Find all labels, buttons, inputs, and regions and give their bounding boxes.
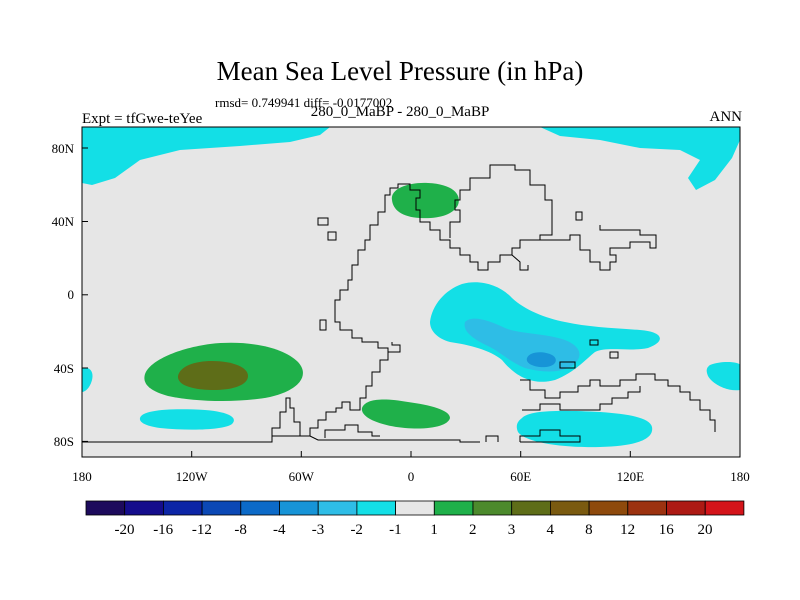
x-tick-label: 0 [408, 469, 415, 484]
colorbar-label: 20 [698, 522, 713, 538]
colorbar-labels: -20 -16 -12 -8 -4 -3 -2 -1 1 2 3 4 8 12 … [115, 522, 713, 538]
indian-ocean-low-outer [430, 282, 660, 382]
x-tick-label: 60W [289, 469, 315, 484]
colorbar-label: -16 [153, 522, 173, 538]
north-polar-low-east [540, 127, 740, 190]
colorbar-label: 16 [659, 522, 675, 538]
colorbar-swatch [472, 500, 513, 516]
colorbar-swatch [162, 500, 203, 516]
case-label: 280_0_MaBP - 280_0_MaBP [310, 104, 490, 120]
colorbar-swatch [356, 500, 396, 516]
colorbar-label: -4 [273, 522, 286, 538]
colorbar-label: 1 [430, 522, 438, 538]
x-tick-marks [81, 451, 741, 457]
colorbar-label: 3 [508, 522, 516, 538]
map-title: Mean Sea Level Pressure (in hPa) [216, 56, 584, 86]
south-pacific-high-mid [177, 361, 248, 390]
x-tick-label: 120W [176, 469, 209, 484]
southern-ocean-low-dateline [82, 367, 93, 392]
coastline-africa-southeast [271, 352, 389, 440]
south-atlantic-high [361, 399, 450, 429]
indian-ocean-low-core [526, 352, 556, 368]
y-tick-label: 40N [52, 214, 75, 229]
colorbar-swatch [395, 500, 435, 516]
colorbar-label: -3 [312, 522, 325, 538]
coastline-south-indian [520, 373, 716, 432]
colorbar-swatch [704, 500, 745, 516]
coastline-africa-eurasia [334, 164, 553, 310]
north-polar-low-west [82, 127, 330, 185]
colorbar-swatch [240, 500, 280, 516]
colorbar-swatch [85, 500, 126, 516]
coastline-east-antarctic [485, 429, 581, 443]
season-label: ANN [709, 109, 743, 125]
colorbar-swatch [550, 500, 590, 516]
experiment-label: Expt = tfGwe-teYee [82, 111, 203, 127]
y-tick-label: 40S [54, 361, 74, 376]
map-background [82, 127, 740, 457]
colorbar-swatch [317, 500, 358, 516]
colorbar-swatch [666, 500, 706, 516]
colorbar-label: 4 [546, 522, 554, 538]
coastline-antarctic-peninsula [324, 424, 380, 438]
x-tick-label: 120E [617, 469, 645, 484]
x-tick-label: 60E [510, 469, 531, 484]
coastlines [82, 164, 716, 443]
stats-text: rmsd= 0.749941 diff= -0.0177002 [215, 95, 393, 110]
y-tick-marks [82, 147, 88, 442]
colorbar-swatch [627, 500, 667, 516]
x-tick-label: 180 [72, 469, 92, 484]
colorbar-label: -12 [192, 522, 212, 538]
colorbar-label: -2 [350, 522, 363, 538]
southern-ocean-low-west [139, 409, 234, 430]
colorbar-swatch [201, 500, 242, 516]
southern-ocean-low-east [516, 410, 653, 448]
coastline-islands [317, 211, 583, 331]
colorbar-swatch [511, 500, 551, 516]
colorbar-label: 8 [585, 522, 593, 538]
colorbar-label: -20 [115, 522, 135, 538]
coastline-southern-rim [82, 435, 480, 443]
colorbar-swatch [124, 500, 164, 516]
colorbar-swatch [588, 500, 629, 516]
coastline-india-asia [511, 225, 657, 271]
colorbar-label: -1 [389, 522, 402, 538]
colorbar-label: 2 [469, 522, 477, 538]
colorbar-swatch [279, 500, 319, 516]
colorbar [85, 500, 745, 516]
colorbar-label: 12 [620, 522, 635, 538]
southern-ocean-low-pacific [706, 361, 740, 391]
map-field [82, 127, 740, 457]
y-tick-label: 80S [54, 434, 74, 449]
y-tick-label: 0 [68, 287, 75, 302]
colorbar-swatch [433, 500, 474, 516]
y-tick-label: 80N [52, 141, 75, 156]
coastline-south-indian-coast [522, 386, 641, 411]
north-atlantic-high [391, 182, 459, 219]
coastline-australia [559, 339, 619, 369]
coastline-africa-south [334, 310, 401, 353]
colorbar-label: -8 [234, 522, 247, 538]
x-tick-label: 180 [730, 469, 750, 484]
